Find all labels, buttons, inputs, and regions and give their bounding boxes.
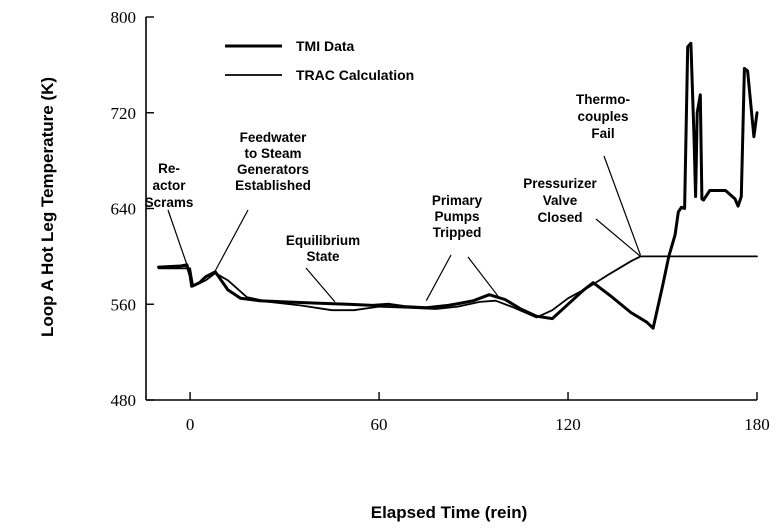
annotation-text: Fail — [591, 126, 614, 141]
annotation-text: Established — [235, 178, 311, 193]
annotation-text: Pressurizer — [523, 176, 597, 191]
annotation-text: Closed — [537, 210, 582, 225]
annotation-text: couples — [577, 109, 628, 124]
annotation-pointer — [167, 209, 188, 265]
annotation-text: Tripped — [433, 225, 482, 240]
y-tick-label: 640 — [111, 200, 137, 219]
annotation: Thermo-couples Fail — [576, 92, 642, 256]
annotation-text: to Steam — [244, 146, 301, 161]
annotation-pointer — [305, 267, 336, 303]
annotation-text: Pumps — [434, 209, 479, 224]
x-tick-label: 180 — [744, 415, 770, 434]
x-tick-label: 60 — [371, 415, 388, 434]
x-tick-label: 120 — [555, 415, 581, 434]
annotation-pointer — [603, 155, 642, 256]
annotation-text: Feedwater — [240, 130, 308, 145]
annotation-pointer — [467, 256, 500, 298]
annotation-pointer — [595, 218, 641, 257]
y-tick-label: 480 — [111, 391, 137, 410]
x-axis-title: Elapsed Time (rein) — [371, 503, 528, 522]
legend-label: TMI Data — [296, 38, 355, 54]
annotation-text: Thermo- — [576, 92, 630, 107]
annotation: Pressurizer Valve Closed — [523, 176, 641, 257]
annotation-text: Primary — [432, 193, 483, 208]
annotation: Re-actor Scrams — [145, 161, 194, 265]
y-tick-label: 800 — [111, 8, 137, 27]
annotation-text: Equilibrium — [286, 233, 360, 248]
x-tick-label: 0 — [186, 415, 195, 434]
annotation-text: actor — [152, 178, 186, 193]
annotation-text: Re- — [158, 161, 180, 176]
y-tick-label: 560 — [111, 295, 137, 314]
legend-label: TRAC Calculation — [296, 67, 414, 83]
x-tick-group: 0 60 120 180 — [186, 392, 770, 434]
legend: TMI Data TRAC Calculation — [225, 38, 414, 83]
y-tick-group: 480 560 640 720 800 — [111, 8, 154, 410]
annotation-pointer — [214, 209, 249, 272]
annotation-text: Scrams — [145, 195, 194, 210]
y-tick-label: 720 — [111, 104, 137, 123]
annotation-text: Generators — [237, 162, 309, 177]
annotation-text: State — [306, 249, 340, 264]
annotation-pointer — [425, 254, 452, 301]
series-group — [157, 41, 759, 330]
series-line-trac-calculation — [157, 255, 758, 319]
y-axis-title: Loop A Hot Leg Temperature (K) — [38, 77, 57, 337]
annotation-text: Valve — [543, 193, 578, 208]
